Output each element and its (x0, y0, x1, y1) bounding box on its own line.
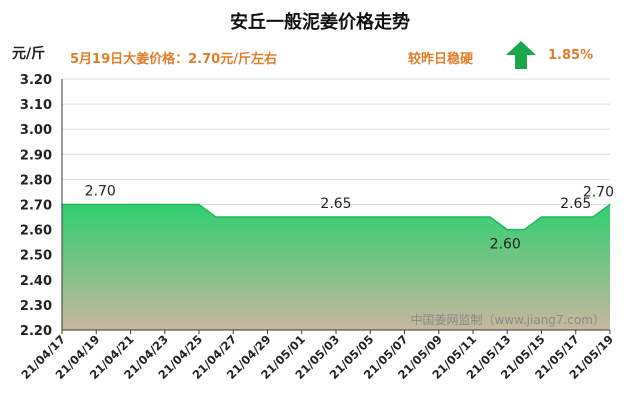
data-point (472, 216, 474, 218)
data-label: 2.70 (85, 184, 116, 200)
data-labels: 2.702.652.602.652.70 (85, 184, 614, 253)
y-unit-label: 元/斤 (12, 46, 46, 62)
data-label: 2.60 (490, 237, 521, 253)
data-point (215, 216, 217, 218)
data-label: 2.70 (583, 185, 614, 201)
watermark: 中国姜网监制（www.jiang7.com） (411, 312, 605, 327)
data-point (266, 216, 269, 218)
data-point (335, 216, 337, 218)
data-point (574, 216, 577, 218)
y-tick-label: 2.70 (20, 199, 52, 214)
data-point (352, 216, 354, 218)
data-point (455, 216, 457, 218)
data-point (557, 216, 560, 218)
data-point (437, 216, 440, 218)
compare-label: 较昨日稳硬 (408, 52, 474, 67)
y-tick-label: 3.00 (20, 123, 52, 138)
data-point (403, 216, 406, 218)
y-tick-label: 3.10 (20, 98, 52, 113)
area-series (61, 203, 611, 330)
data-point (232, 216, 235, 218)
data-point (95, 203, 98, 206)
data-point (129, 203, 132, 206)
data-label: 2.65 (560, 196, 591, 212)
y-tick-label: 2.40 (20, 274, 52, 289)
data-point (181, 203, 183, 206)
chart-title: 安丘一般泥姜价格走势 (230, 12, 410, 33)
data-point (592, 216, 594, 218)
y-tick-label: 2.50 (20, 249, 52, 264)
data-point (489, 216, 491, 218)
y-tick-label: 2.60 (20, 224, 52, 239)
data-point (249, 216, 252, 218)
data-point (198, 203, 200, 206)
area-fill (62, 204, 610, 330)
data-point (420, 216, 423, 218)
data-point (112, 203, 115, 206)
data-point (609, 203, 611, 206)
data-point (523, 228, 526, 231)
data-label: 2.65 (320, 196, 351, 212)
data-point (369, 216, 372, 218)
x-tick-labels: 21/04/1721/04/1921/04/2121/04/2321/04/25… (18, 330, 616, 382)
data-point (146, 203, 149, 206)
data-point (506, 228, 509, 231)
y-tick-labels: 3.20 3.10 3.00 2.90 2.80 2.70 2.60 2.50 2.40 2.30… (20, 73, 52, 339)
up-arrow-icon (506, 41, 536, 69)
change-percent: 1.85% (548, 48, 594, 63)
data-point (283, 216, 286, 218)
data-point (163, 203, 166, 206)
data-point (540, 216, 543, 218)
price-headline: 5月19日大姜价格：2.70元/斤左右 (70, 52, 277, 67)
data-point (300, 216, 303, 218)
data-point (318, 216, 320, 218)
y-tick-label: 2.20 (20, 324, 52, 339)
data-point (78, 203, 80, 206)
y-tick-label: 3.20 (20, 73, 52, 88)
data-point (386, 216, 389, 218)
y-tick-label: 2.30 (20, 299, 52, 314)
y-tick-label: 2.90 (20, 148, 52, 163)
y-tick-label: 2.80 (20, 173, 52, 188)
